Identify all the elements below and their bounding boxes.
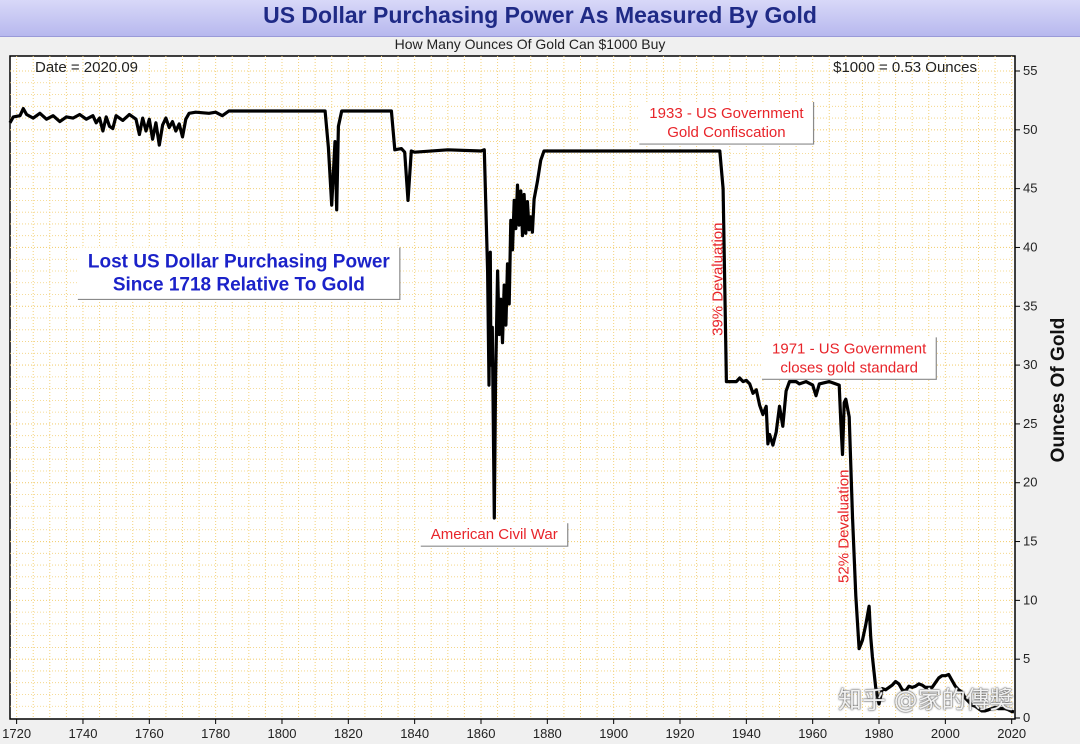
annotation-box (420, 523, 568, 547)
annotation-box (639, 102, 814, 145)
y-tick-label: 30 (1023, 357, 1037, 372)
value-label: $1000 = 0.53 Ounces (833, 59, 977, 76)
y-tick-label: 10 (1023, 592, 1037, 607)
annotation-shadow (762, 337, 937, 380)
y-tick-label: 5 (1023, 651, 1030, 666)
x-tick-label: 2000 (931, 726, 960, 741)
annotation-devaluation-52: 52% Devaluation (835, 470, 852, 583)
annotation-civil-war: American Civil War (420, 523, 569, 547)
annotation-line: closes gold standard (780, 359, 918, 376)
annotation-line: Gold Confiscation (667, 124, 785, 141)
y-tick-label: 55 (1023, 63, 1037, 78)
annotation-text: 52% Devaluation (835, 470, 852, 583)
x-tick-label: 1820 (334, 726, 363, 741)
title-bar (0, 0, 1080, 37)
x-tick-label: 1800 (268, 726, 297, 741)
annotation-line: American Civil War (431, 526, 558, 543)
y-tick-label: 35 (1023, 298, 1037, 313)
date-label: Date = 2020.09 (35, 59, 138, 76)
annotation-shadow (420, 523, 569, 547)
x-tick-label: 1720 (2, 726, 31, 741)
annotation-line: Since 1718 Relative To Gold (113, 274, 365, 295)
x-tick-label: 1740 (69, 726, 98, 741)
watermark: 知乎 @家的傳奬 (838, 686, 1014, 714)
annotation-shadow (639, 102, 815, 145)
y-tick-label: 25 (1023, 416, 1037, 431)
y-tick-label: 15 (1023, 534, 1037, 549)
x-tick-label: 1840 (400, 726, 429, 741)
annotation-layer: American Civil War 1933 - US Government Go… (77, 102, 937, 583)
x-tick-label: 1760 (135, 726, 164, 741)
annotation-shadow (77, 247, 401, 301)
annotation-box (77, 247, 400, 300)
y-tick-label: 45 (1023, 181, 1037, 196)
series-line-ounces-of-gold (8, 107, 1015, 714)
x-tick-label: 1960 (798, 726, 827, 741)
annotation-line: 1933 - US Government (649, 105, 804, 122)
axis-layer: 1720 1740 1760 1780 1800 1820 1840 1860 1880 1900… (2, 63, 1037, 741)
annotation-gold-standard: 1971 - US Government closes gold standard (762, 337, 937, 380)
y-tick-label: 20 (1023, 475, 1037, 490)
x-tick-label: 1920 (666, 726, 695, 741)
y-tick-label: 50 (1023, 122, 1037, 137)
annotation-devaluation-39: 39% Devaluation (709, 223, 726, 336)
y-tick-label: 0 (1023, 710, 1030, 725)
x-tick-label: 1780 (201, 726, 230, 741)
chart-subtitle: How Many Ounces Of Gold Can $1000 Buy (394, 36, 666, 52)
x-tick-label: 1940 (732, 726, 761, 741)
annotation-box (762, 337, 937, 380)
y-axis-label: Ounces Of Gold (1048, 318, 1069, 463)
annotation-text: 39% Devaluation (709, 223, 726, 336)
x-tick-label: 2020 (997, 726, 1026, 741)
x-tick-label: 1880 (533, 726, 562, 741)
annotation-confiscation: 1933 - US Government Gold Confiscation (639, 102, 815, 145)
x-tick-label: 1980 (865, 726, 894, 741)
annotation-line: Lost US Dollar Purchasing Power (88, 251, 391, 272)
chart-title: US Dollar Purchasing Power As Measured B… (263, 2, 817, 28)
annotation-line: 1971 - US Government (772, 340, 927, 357)
x-tick-label: 1860 (467, 726, 496, 741)
x-tick-label: 1900 (599, 726, 628, 741)
y-tick-label: 40 (1023, 239, 1037, 254)
plot-area (9, 55, 1016, 720)
